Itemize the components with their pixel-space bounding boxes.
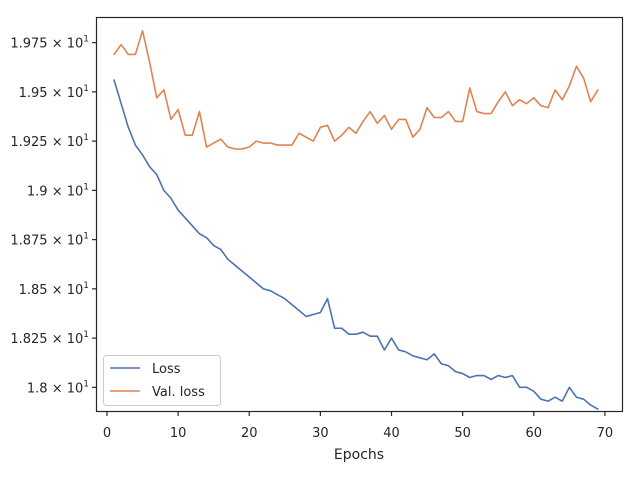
plot-frame	[95, 16, 624, 413]
legend-label-loss: Loss	[152, 362, 181, 377]
legend: Loss Val. loss	[103, 355, 221, 406]
y-tick-label: 1.925 × 101	[10, 133, 89, 150]
y-tick-label: 1.875 × 101	[10, 232, 89, 249]
x-tick-label: 30	[312, 426, 329, 441]
y-tick-label: 1.975 × 101	[10, 35, 89, 52]
x-tick-label: 0	[103, 426, 111, 441]
y-tick-label: 1.8 × 101	[27, 379, 89, 396]
legend-label-val-loss: Val. loss	[152, 385, 205, 400]
x-tick-label: 20	[241, 426, 258, 441]
series-line-loss	[113, 79, 599, 410]
x-axis-label: Epochs	[334, 447, 384, 463]
y-tick-label: 1.825 × 101	[10, 330, 89, 347]
x-axis-ticks: 0 10 20 30 40 50 60 70	[103, 411, 613, 441]
y-tick-label: 1.85 × 101	[19, 281, 89, 298]
x-tick-label: 70	[597, 426, 614, 441]
series-line-val-loss	[113, 29, 599, 150]
series-layer	[113, 29, 599, 410]
y-axis-ticks: 1.8 × 101 1.825 × 101 1.85 × 101 1.875 × 10…	[10, 35, 97, 396]
y-tick-label: 1.95 × 101	[19, 84, 89, 101]
x-tick-label: 10	[170, 426, 187, 441]
x-tick-label: 50	[454, 426, 471, 441]
x-tick-label: 40	[383, 426, 400, 441]
y-tick-label: 1.9 × 101	[27, 182, 89, 199]
x-tick-label: 60	[526, 426, 543, 441]
